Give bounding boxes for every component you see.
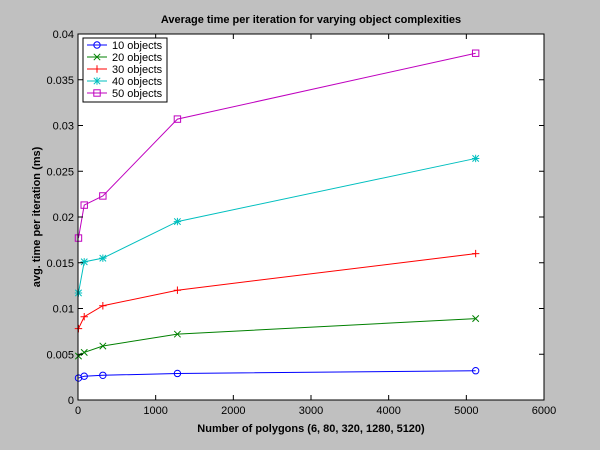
x-axis-label: Number of polygons (6, 80, 320, 1280, 51… — [197, 423, 425, 435]
x-tick-label: 4000 — [376, 405, 400, 417]
y-tick-label: 0.025 — [46, 166, 74, 178]
y-axis-ticks: 0 0.005 0.01 0.015 0.02 0.025 0.03 0.035 0.04 — [46, 29, 544, 407]
series-line — [78, 370, 476, 379]
data-point — [99, 254, 107, 262]
data-point — [99, 302, 107, 310]
x-axis-ticks: 0 1000 2000 3000 4000 5000 6000 — [75, 34, 556, 417]
y-axis-label: avg. time per iteration (ms) — [31, 146, 43, 287]
data-point — [472, 315, 480, 323]
data-point — [99, 342, 107, 350]
legend-marker — [93, 41, 101, 49]
legend-marker — [93, 53, 101, 61]
legend-entry: 40 objects — [87, 76, 163, 88]
legend-entry: 30 objects — [87, 64, 163, 76]
x-tick-label: 0 — [75, 405, 81, 417]
data-point — [80, 258, 88, 266]
data-point — [173, 369, 182, 378]
legend-label: 20 objects — [112, 52, 163, 64]
data-point — [99, 192, 107, 200]
data-point — [80, 201, 88, 209]
x-tick-label: 1000 — [143, 405, 167, 417]
data-point — [471, 154, 480, 163]
legend-entry: 20 objects — [87, 52, 163, 64]
chart-title: Average time per iteration for varying o… — [161, 14, 461, 26]
legend-label: 10 objects — [112, 40, 163, 52]
series-layer — [74, 49, 480, 382]
data-point — [99, 371, 107, 379]
legend-label: 40 objects — [112, 76, 163, 88]
data-point — [471, 249, 480, 258]
data-point — [471, 49, 480, 57]
legend-entry: 10 objects — [87, 40, 163, 52]
y-tick-label: 0.03 — [53, 121, 74, 133]
data-point — [173, 286, 182, 294]
x-tick-label: 3000 — [299, 405, 323, 417]
x-tick-label: 6000 — [532, 405, 556, 417]
x-tick-label: 2000 — [221, 405, 245, 417]
data-point — [173, 115, 182, 123]
y-tick-label: 0.04 — [53, 29, 74, 41]
x-tick-label: 5000 — [454, 405, 478, 417]
data-point — [80, 372, 88, 380]
legend-entry: 50 objects — [87, 88, 163, 100]
y-tick-label: 0.005 — [46, 349, 74, 361]
data-point — [80, 313, 88, 321]
legend-label: 50 objects — [112, 88, 163, 100]
y-tick-label: 0 — [68, 395, 74, 407]
y-tick-label: 0.015 — [46, 258, 74, 270]
legend-marker — [93, 77, 101, 85]
y-tick-label: 0.01 — [53, 304, 74, 316]
series-5 — [74, 49, 480, 242]
y-tick-label: 0.02 — [53, 212, 74, 224]
data-point — [173, 217, 182, 226]
data-point — [471, 367, 480, 375]
legend-marker — [93, 89, 101, 97]
legend-marker — [93, 65, 101, 73]
legend-label: 30 objects — [112, 64, 163, 76]
series-line — [77, 52, 476, 239]
y-tick-label: 0.035 — [46, 75, 74, 87]
data-point — [173, 330, 181, 338]
